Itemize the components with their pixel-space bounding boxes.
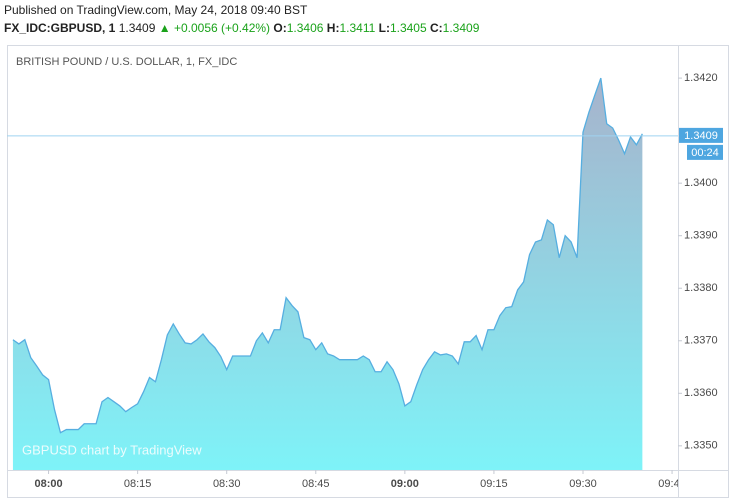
symbol: FX_IDC:GBPUSD, 1	[4, 21, 116, 35]
close-label: C:	[430, 21, 443, 35]
y-tick-label: 1.3420	[684, 72, 718, 84]
x-tick-label: 09:45	[658, 478, 686, 490]
high: 1.3411	[339, 21, 375, 35]
low-label: L:	[379, 21, 390, 35]
low: 1.3405	[390, 21, 427, 35]
x-tick-label: 09:15	[480, 478, 508, 490]
line	[12, 77, 643, 434]
y-tick-label: 1.3380	[684, 282, 718, 294]
countdown: 00:24	[691, 147, 719, 159]
x-tick-label: 08:15	[124, 478, 152, 490]
close: 1.3409	[443, 21, 480, 35]
change: +0.0056 (+0.42%)	[174, 21, 270, 35]
x-tick-label: 09:30	[569, 478, 597, 490]
y-tick-label: 1.3350	[684, 440, 718, 452]
price-box	[679, 127, 723, 143]
published: Published on TradingView.com, May 24, 20…	[4, 3, 308, 17]
symbol-line: FX_IDC:GBPUSD, 1 1.3409 ▲ +0.0056 (+0.42…	[4, 21, 480, 35]
open: 1.3406	[287, 21, 324, 35]
x-tick-label: 08:45	[302, 478, 330, 490]
chart-title: BRITISH POUND / U.S. DOLLAR, 1, FX_IDC	[16, 56, 237, 68]
y-tick-label: 1.3400	[684, 177, 718, 189]
y-tick-label: 1.3390	[684, 230, 718, 242]
frame	[7, 45, 729, 498]
x-tick-label: 08:30	[213, 478, 241, 490]
y-tick-label: 1.3360	[684, 387, 718, 399]
last: 1.3409	[119, 21, 156, 35]
arrow: ▲	[159, 21, 171, 35]
watermark: GBPUSD chart by TradingView	[22, 442, 202, 457]
x-tick-label: 08:00	[34, 478, 62, 490]
y-tick-label: 1.3370	[684, 335, 718, 347]
open-label: O:	[273, 21, 286, 35]
price-label: 1.3409	[684, 130, 718, 142]
x-tick-label: 09:00	[391, 478, 419, 490]
area	[12, 78, 643, 470]
high-label: H:	[327, 21, 340, 35]
countdown-box	[687, 144, 723, 160]
